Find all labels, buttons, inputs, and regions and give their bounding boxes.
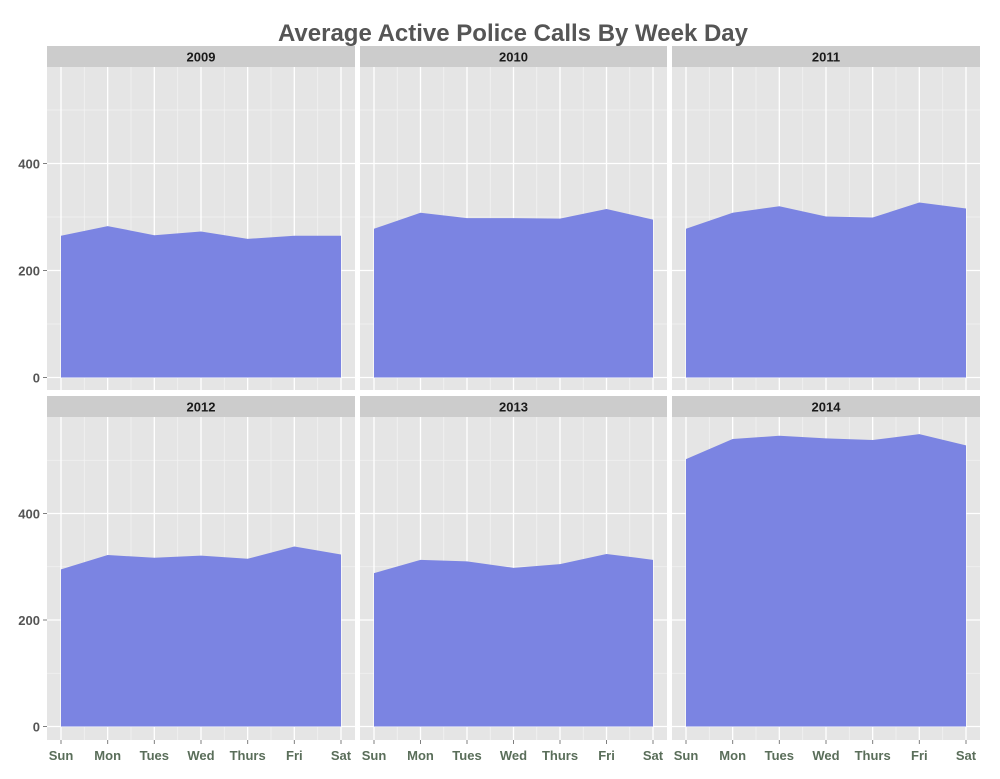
area-series <box>374 208 653 378</box>
x-tick-label: Thurs <box>230 748 266 763</box>
facet-strip-label: 2013 <box>499 400 528 415</box>
x-tick-label: Sun <box>362 748 387 763</box>
y-tick-label: 0 <box>33 720 40 735</box>
area-series <box>61 226 341 378</box>
area-series <box>61 546 341 727</box>
facet-strip <box>672 396 980 417</box>
x-tick-label: Fri <box>286 748 303 763</box>
area-series <box>686 434 966 727</box>
x-tick-label: Mon <box>719 748 746 763</box>
facet-strip <box>47 396 355 417</box>
x-tick-label: Wed <box>187 748 214 763</box>
facet-panel: 2011 <box>672 46 980 390</box>
facet-strip <box>360 46 667 67</box>
x-tick-label: Tues <box>140 748 169 763</box>
area-series <box>374 553 653 727</box>
x-tick-label: Fri <box>911 748 928 763</box>
facet-strip-label: 2010 <box>499 50 528 65</box>
facet-strip-label: 2009 <box>187 50 216 65</box>
x-tick-label: Tues <box>765 748 794 763</box>
x-tick-label: Sat <box>331 748 352 763</box>
facet-strip-label: 2011 <box>812 50 840 65</box>
facet-panel: 2010 <box>360 46 667 390</box>
y-tick-label: 400 <box>18 157 40 172</box>
x-tick-label: Tues <box>452 748 481 763</box>
y-tick-label: 400 <box>18 507 40 522</box>
facet-panel: 2014 Sun Mon Tues Wed Thurs Fri Sat <box>672 396 980 763</box>
x-tick-label: Mon <box>94 748 121 763</box>
facet-panel: 2012 0 200 400 Sun Mon Tues Wed Thurs Fri Sat <box>18 396 355 763</box>
facet-panel: 2009 0 200 400 <box>18 46 355 390</box>
facet-strip-label: 2014 <box>812 400 842 415</box>
facet-strip-label: 2012 <box>187 400 216 415</box>
x-tick-label: Sun <box>49 748 74 763</box>
facet-strip <box>672 46 980 67</box>
area-series <box>686 202 966 378</box>
y-tick-label: 200 <box>18 613 40 628</box>
chart-title: Average Active Police Calls By Week Day <box>278 20 749 47</box>
x-tick-label: Mon <box>407 748 434 763</box>
facet-strip <box>47 46 355 67</box>
y-tick-label: 200 <box>18 264 40 279</box>
x-tick-label: Sun <box>674 748 699 763</box>
x-tick-label: Sat <box>956 748 977 763</box>
facet-strip <box>360 396 667 417</box>
y-tick-label: 0 <box>33 371 40 386</box>
x-tick-label: Wed <box>812 748 839 763</box>
x-tick-label: Thurs <box>855 748 891 763</box>
x-tick-label: Wed <box>500 748 527 763</box>
facet-panel: 2013 Sun Mon Tues Wed Thurs Fri Sat <box>360 396 667 763</box>
x-tick-label: Thurs <box>542 748 578 763</box>
x-tick-label: Sat <box>643 748 664 763</box>
facet-grid: 2009 0 200 400 2010 2011 2012 0 200 400 Sun Mon Tues… <box>18 46 980 763</box>
x-tick-label: Fri <box>598 748 615 763</box>
